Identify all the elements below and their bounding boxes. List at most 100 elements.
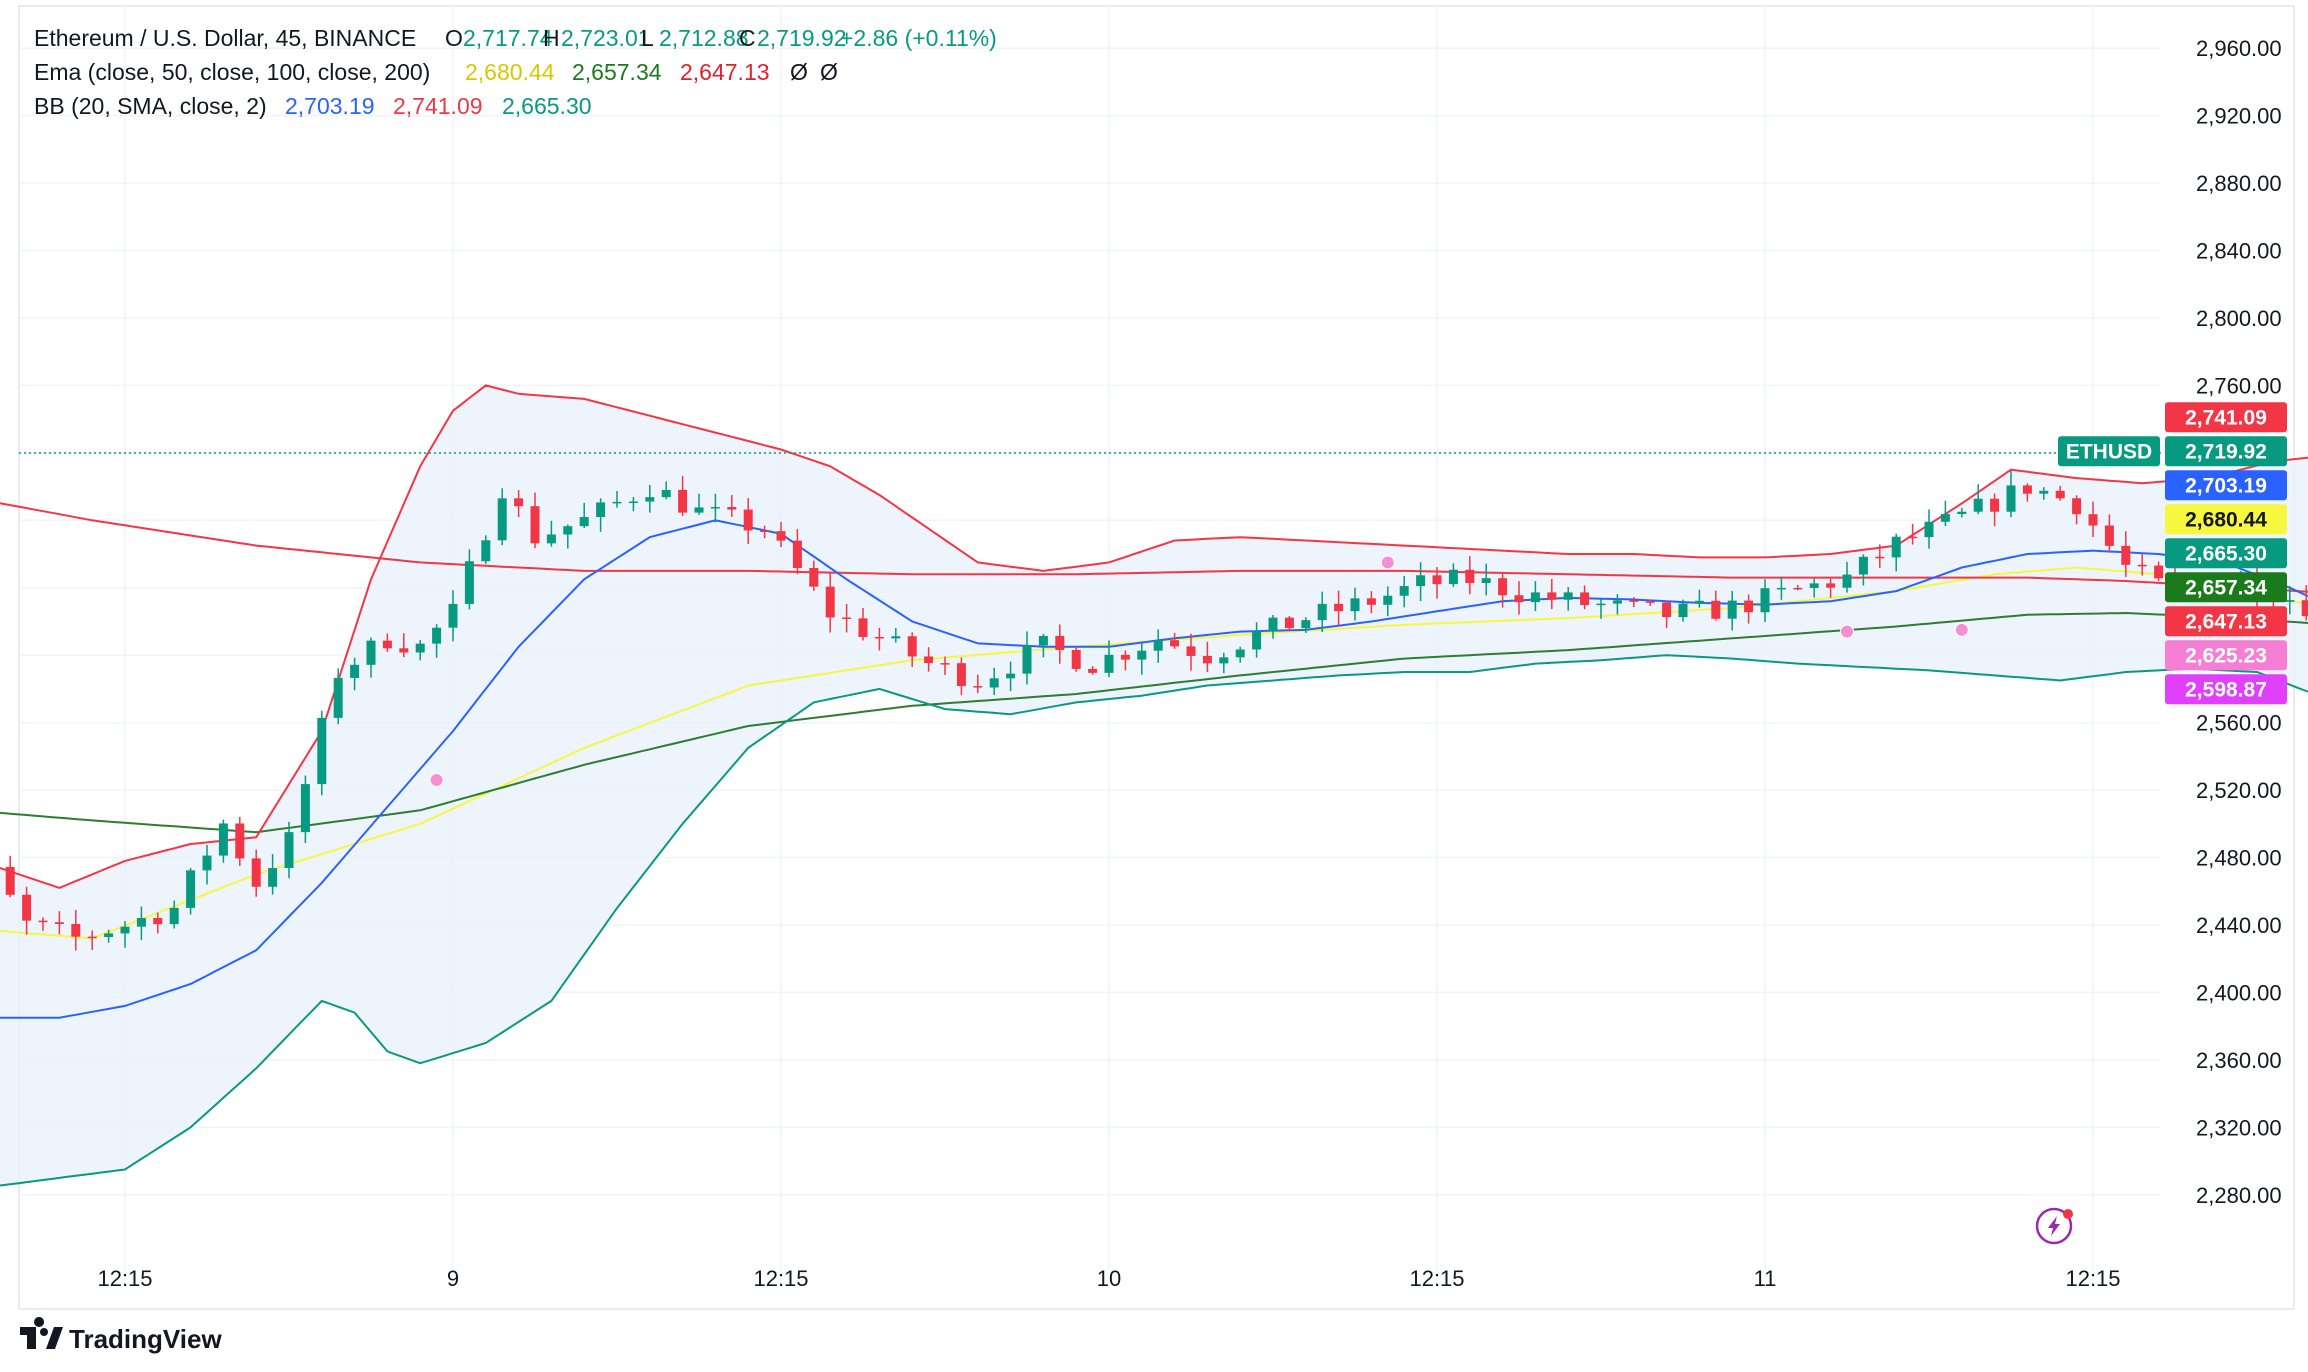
price-badge-value: 2,625.23 xyxy=(2185,644,2267,667)
legend-bb-basis-value: 2,703.19 xyxy=(285,93,375,119)
price-tick-label: 2,880.00 xyxy=(2196,171,2282,196)
legend-l-value: 2,712.88 xyxy=(659,25,749,51)
price-badge: 2,665.30 xyxy=(2165,538,2287,569)
candle-body xyxy=(1022,645,1032,674)
candle-body xyxy=(1006,673,1016,679)
candle-body xyxy=(1252,631,1262,650)
candle-body xyxy=(218,823,228,856)
legend[interactable]: Ethereum / U.S. Dollar, 45, BINANCE O 2,7… xyxy=(34,25,997,119)
price-badge-bg xyxy=(2165,674,2287,705)
line-ema-100 xyxy=(0,611,2308,834)
signal-markers xyxy=(429,555,1969,787)
tradingview-logo-slash xyxy=(46,1327,63,1349)
candle-body xyxy=(1744,600,1754,613)
candle-body xyxy=(809,568,819,587)
price-badge-bg xyxy=(2165,402,2287,433)
candle-body xyxy=(956,663,966,687)
price-badge: 2,647.13 xyxy=(2165,606,2287,637)
bollinger-lower-line xyxy=(0,654,2308,1187)
candle-body xyxy=(300,784,310,833)
time-axis[interactable]: 12:15912:151012:151112:151212:151312:151… xyxy=(97,1266,2308,1291)
line-ema-50 xyxy=(0,566,2308,940)
price-badge-value: 2,719.92 xyxy=(2185,440,2267,463)
candle-body xyxy=(153,917,163,925)
candle-body xyxy=(2104,525,2114,546)
candle-body xyxy=(186,870,196,908)
candle-body xyxy=(399,648,409,653)
candle-body xyxy=(1498,578,1508,596)
candles xyxy=(5,470,2308,951)
price-badge-bg xyxy=(2165,470,2287,501)
legend-ema200-value: 2,647.13 xyxy=(680,59,770,85)
candle-body xyxy=(1317,603,1327,621)
candle-body xyxy=(1448,569,1458,585)
candle-body xyxy=(202,855,212,871)
legend-l-key: L xyxy=(641,25,654,51)
candle-body xyxy=(235,823,245,859)
candle-body xyxy=(1776,587,1786,590)
candle-body xyxy=(317,717,327,785)
candle-body xyxy=(530,506,540,544)
price-tick-label: 2,560.00 xyxy=(2196,711,2282,736)
candle-body xyxy=(1793,587,1803,590)
price-badge: 2,625.23 xyxy=(2165,640,2287,671)
flash-button[interactable] xyxy=(2035,1207,2073,1245)
candle-body xyxy=(1580,592,1590,606)
time-tick-label: 11 xyxy=(1754,1266,1777,1291)
price-axis[interactable]: 2,280.00 2,320.00 2,360.00 2,400.00 2,440.00… xyxy=(2196,36,2282,1208)
candle-body xyxy=(1842,574,1852,588)
legend-h-value: 2,723.01 xyxy=(561,25,651,51)
candle-body xyxy=(678,489,688,513)
flash-icon-ring xyxy=(2035,1207,2073,1245)
price-badge-value: 2,598.87 xyxy=(2185,678,2267,701)
candle-body xyxy=(1875,556,1885,559)
price-tick-label: 2,840.00 xyxy=(2196,238,2282,263)
legend-change: +2.86 (+0.11%) xyxy=(840,25,997,51)
candle-body xyxy=(87,936,97,939)
candle-body xyxy=(874,636,884,639)
legend-bb-label: BB (20, SMA, close, 2) xyxy=(34,93,267,119)
price-tick-label: 2,320.00 xyxy=(2196,1115,2282,1140)
price-badges: 2,741.09 2,719.92 ETHUSD 2,703.19 2,680.44 2,… xyxy=(2058,402,2287,705)
price-badge: 2,703.19 xyxy=(2165,470,2287,501)
candle-body xyxy=(1235,649,1245,658)
candle-body xyxy=(1645,601,1655,603)
candle-body xyxy=(1153,640,1163,651)
candle-body xyxy=(1301,620,1311,629)
candle-body xyxy=(169,907,179,925)
candle-body xyxy=(1170,640,1180,647)
candle-body xyxy=(727,507,737,510)
indicator-lines xyxy=(0,384,2308,1187)
candle-body xyxy=(907,636,917,657)
price-tick-label: 2,440.00 xyxy=(2196,913,2282,938)
candle-body xyxy=(858,618,868,637)
line-ema-200 xyxy=(0,502,2308,593)
notification-dot xyxy=(2063,1209,2073,1219)
candle-body xyxy=(366,640,376,665)
candle-body xyxy=(1858,556,1868,575)
candle-body xyxy=(1826,583,1836,588)
candle-body xyxy=(1694,600,1704,604)
price-tick-label: 2,360.00 xyxy=(2196,1048,2282,1073)
candle-body xyxy=(1416,575,1426,587)
symbol-badge-label: ETHUSD xyxy=(2066,440,2152,463)
candle-body xyxy=(251,858,261,887)
candle-body xyxy=(1071,649,1081,669)
candle-body xyxy=(760,530,770,532)
candle-body xyxy=(612,501,622,504)
candle-body xyxy=(5,866,15,895)
candle-body xyxy=(989,678,999,688)
candle-body xyxy=(2137,564,2147,567)
tradingview-logo[interactable]: TradingView xyxy=(20,1317,222,1354)
symbol-badge-bg xyxy=(2058,436,2160,467)
candle-body xyxy=(481,540,491,562)
candle-body xyxy=(1662,602,1672,618)
candle-body xyxy=(1120,654,1130,660)
candle-body xyxy=(842,617,852,619)
candle-body xyxy=(2006,485,2016,512)
candle-body xyxy=(596,502,606,518)
candle-body xyxy=(973,686,983,688)
candle-body xyxy=(2072,498,2082,515)
price-badge-bg xyxy=(2165,504,2287,535)
